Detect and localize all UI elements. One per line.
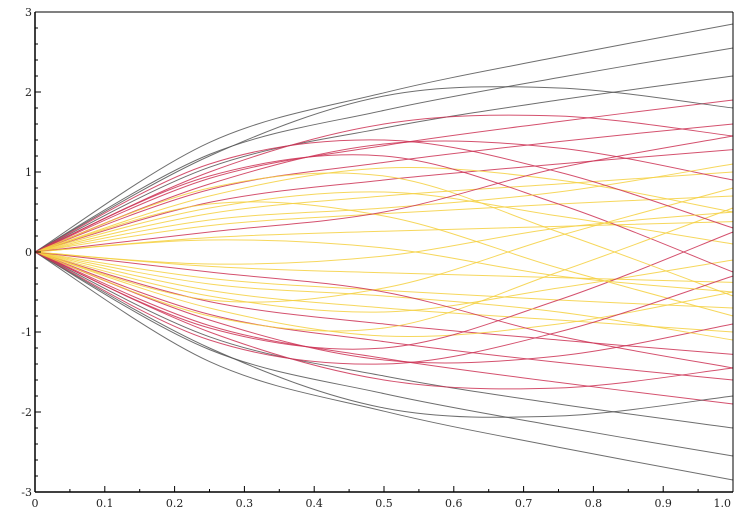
y-tick-label: -2: [21, 406, 32, 419]
series-line-13: [34, 251, 734, 333]
series-line-2: [34, 47, 734, 253]
series-line-37: [34, 251, 734, 369]
x-tick-label: 0.9: [654, 497, 672, 510]
series-line-3: [34, 251, 734, 457]
x-tick-label: 0.6: [445, 497, 463, 510]
series-line-41: [34, 211, 734, 265]
series-line-21: [34, 251, 734, 390]
series-line-30: [34, 201, 734, 317]
series-line-1: [34, 251, 734, 481]
series-line-4: [34, 75, 734, 253]
series-line-8: [34, 123, 734, 253]
series-line-36: [34, 135, 734, 253]
series-line-31: [34, 187, 734, 303]
series-line-26: [34, 191, 734, 253]
series-line-6: [34, 99, 734, 253]
series-line-15: [34, 251, 734, 309]
x-tick-label: 0.8: [585, 497, 603, 510]
x-tick-label: 0.1: [96, 497, 114, 510]
series-line-19: [34, 251, 734, 418]
axes: [34, 11, 734, 493]
series-line-14: [34, 195, 734, 253]
series-line-35: [34, 251, 734, 341]
x-axis-ticks: 0 0.1 0.2 0.3 0.4 0.5 0.6 0.7 0.8 0.9 1.0: [32, 486, 734, 510]
series-line-16: [34, 221, 734, 253]
y-tick-label: -1: [21, 326, 32, 339]
y-tick-label: 1: [25, 166, 32, 179]
y-tick-label: -3: [21, 486, 32, 499]
series-line-0: [34, 23, 734, 253]
series-line-33: [34, 207, 734, 332]
y-tick-label: 3: [25, 6, 32, 19]
series-lines: [34, 23, 734, 481]
series-line-34: [34, 163, 734, 253]
x-tick-label: 0: [32, 497, 39, 510]
series-line-11: [34, 251, 734, 355]
series-line-27: [34, 251, 734, 313]
series-line-38: [34, 139, 734, 253]
x-tick-label: 0.2: [166, 497, 184, 510]
y-tick-label: 2: [25, 86, 32, 99]
series-line-39: [34, 251, 734, 365]
y-tick-label: 0: [25, 246, 32, 259]
series-line-10: [34, 149, 734, 253]
series-line-32: [34, 172, 734, 297]
x-tick-label: 0.3: [236, 497, 254, 510]
y-axis-ticks: -3 -2 -1 0 1 2 3: [21, 6, 41, 499]
series-line-20: [34, 114, 734, 253]
series-line-22: [34, 140, 734, 253]
series-line-12: [34, 171, 734, 253]
series-line-18: [34, 86, 734, 253]
series-line-29: [34, 231, 734, 350]
series-line-28: [34, 154, 734, 273]
series-line-40: [34, 239, 734, 293]
series-line-17: [34, 251, 734, 283]
series-line-9: [34, 251, 734, 381]
series-line-5: [34, 251, 734, 429]
x-tick-label: 0.4: [305, 497, 323, 510]
x-tick-label: 0.5: [375, 497, 393, 510]
series-line-7: [34, 251, 734, 405]
x-tick-label: 1.0: [714, 497, 732, 510]
series-line-23: [34, 251, 734, 364]
x-tick-label: 0.7: [515, 497, 533, 510]
